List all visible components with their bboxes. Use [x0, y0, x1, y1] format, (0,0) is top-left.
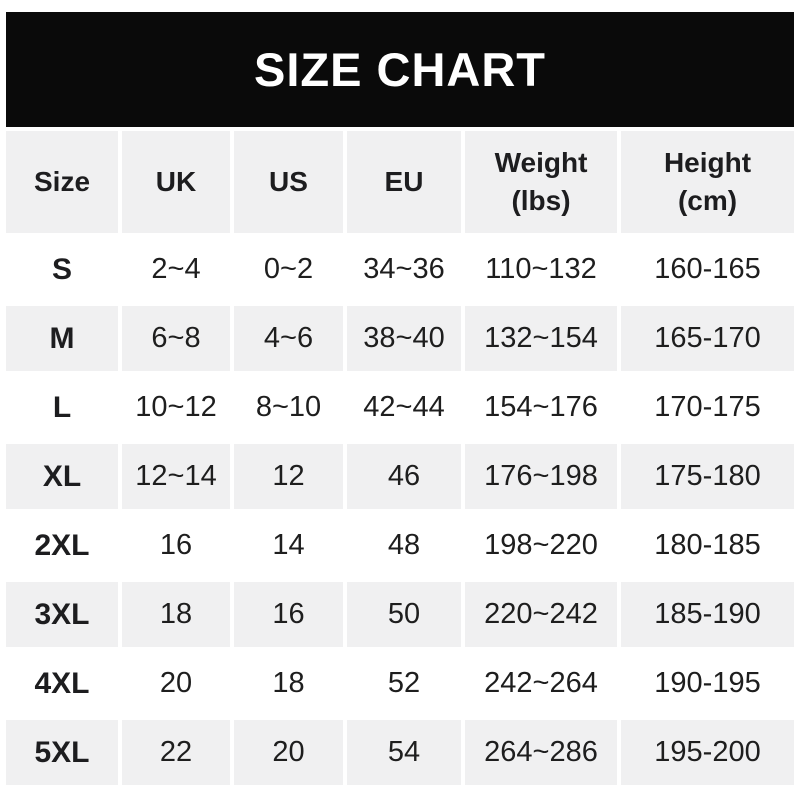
column-header-label: UK [155, 166, 197, 197]
eu-value: 34~36 [347, 237, 461, 302]
size-chart-table: Size UK US EU Weight (lbs) Height (cm) S… [2, 127, 798, 789]
height-value: 165-170 [621, 306, 794, 371]
header-row: Size UK US EU Weight (lbs) Height (cm) [6, 131, 794, 233]
us-value: 18 [234, 651, 343, 716]
height-value: 160-165 [621, 237, 794, 302]
us-value: 12 [234, 444, 343, 509]
uk-value: 22 [122, 720, 230, 785]
size-label: 5XL [6, 720, 118, 785]
eu-value: 54 [347, 720, 461, 785]
table-body: S 2~4 0~2 34~36 110~132 160-165 M 6~8 4~… [6, 237, 794, 785]
table-row-3xl: 3XL 18 16 50 220~242 185-190 [6, 582, 794, 647]
eu-value: 38~40 [347, 306, 461, 371]
height-value: 190-195 [621, 651, 794, 716]
weight-value: 264~286 [465, 720, 617, 785]
table-row-s: S 2~4 0~2 34~36 110~132 160-165 [6, 237, 794, 302]
column-header-label: Height [663, 147, 752, 178]
table-row-m: M 6~8 4~6 38~40 132~154 165-170 [6, 306, 794, 371]
height-value: 170-175 [621, 375, 794, 440]
size-label: S [6, 237, 118, 302]
column-header-us: US [234, 131, 343, 233]
column-header-label: US [269, 166, 308, 197]
column-header-eu: EU [347, 131, 461, 233]
column-header-height: Height (cm) [621, 131, 794, 233]
size-label: L [6, 375, 118, 440]
table-row-xl: XL 12~14 12 46 176~198 175-180 [6, 444, 794, 509]
weight-value: 154~176 [465, 375, 617, 440]
page-title: SIZE CHART [254, 43, 546, 96]
column-header-size: Size [6, 131, 118, 233]
title-banner: SIZE CHART [6, 12, 794, 127]
uk-value: 18 [122, 582, 230, 647]
uk-value: 12~14 [122, 444, 230, 509]
weight-value: 242~264 [465, 651, 617, 716]
size-label: 4XL [6, 651, 118, 716]
uk-value: 6~8 [122, 306, 230, 371]
column-header-sublabel: (lbs) [511, 185, 571, 216]
table-row-4xl: 4XL 20 18 52 242~264 190-195 [6, 651, 794, 716]
size-label: 3XL [6, 582, 118, 647]
us-value: 14 [234, 513, 343, 578]
weight-value: 176~198 [465, 444, 617, 509]
us-value: 20 [234, 720, 343, 785]
uk-value: 16 [122, 513, 230, 578]
table-header: Size UK US EU Weight (lbs) Height (cm) [6, 131, 794, 233]
uk-value: 10~12 [122, 375, 230, 440]
column-header-sublabel: (cm) [677, 185, 738, 216]
table-row-2xl: 2XL 16 14 48 198~220 180-185 [6, 513, 794, 578]
eu-value: 46 [347, 444, 461, 509]
height-value: 175-180 [621, 444, 794, 509]
column-header-label: Size [33, 166, 91, 197]
height-value: 195-200 [621, 720, 794, 785]
us-value: 8~10 [234, 375, 343, 440]
size-label: XL [6, 444, 118, 509]
eu-value: 52 [347, 651, 461, 716]
column-header-label: Weight [494, 147, 588, 178]
column-header-uk: UK [122, 131, 230, 233]
uk-value: 2~4 [122, 237, 230, 302]
height-value: 185-190 [621, 582, 794, 647]
weight-value: 198~220 [465, 513, 617, 578]
eu-value: 50 [347, 582, 461, 647]
uk-value: 20 [122, 651, 230, 716]
column-header-weight: Weight (lbs) [465, 131, 617, 233]
size-label: M [6, 306, 118, 371]
us-value: 4~6 [234, 306, 343, 371]
table-row-l: L 10~12 8~10 42~44 154~176 170-175 [6, 375, 794, 440]
eu-value: 48 [347, 513, 461, 578]
column-header-label: EU [384, 166, 424, 197]
weight-value: 220~242 [465, 582, 617, 647]
weight-value: 110~132 [465, 237, 617, 302]
size-label: 2XL [6, 513, 118, 578]
table-row-5xl: 5XL 22 20 54 264~286 195-200 [6, 720, 794, 785]
us-value: 0~2 [234, 237, 343, 302]
eu-value: 42~44 [347, 375, 461, 440]
height-value: 180-185 [621, 513, 794, 578]
weight-value: 132~154 [465, 306, 617, 371]
us-value: 16 [234, 582, 343, 647]
